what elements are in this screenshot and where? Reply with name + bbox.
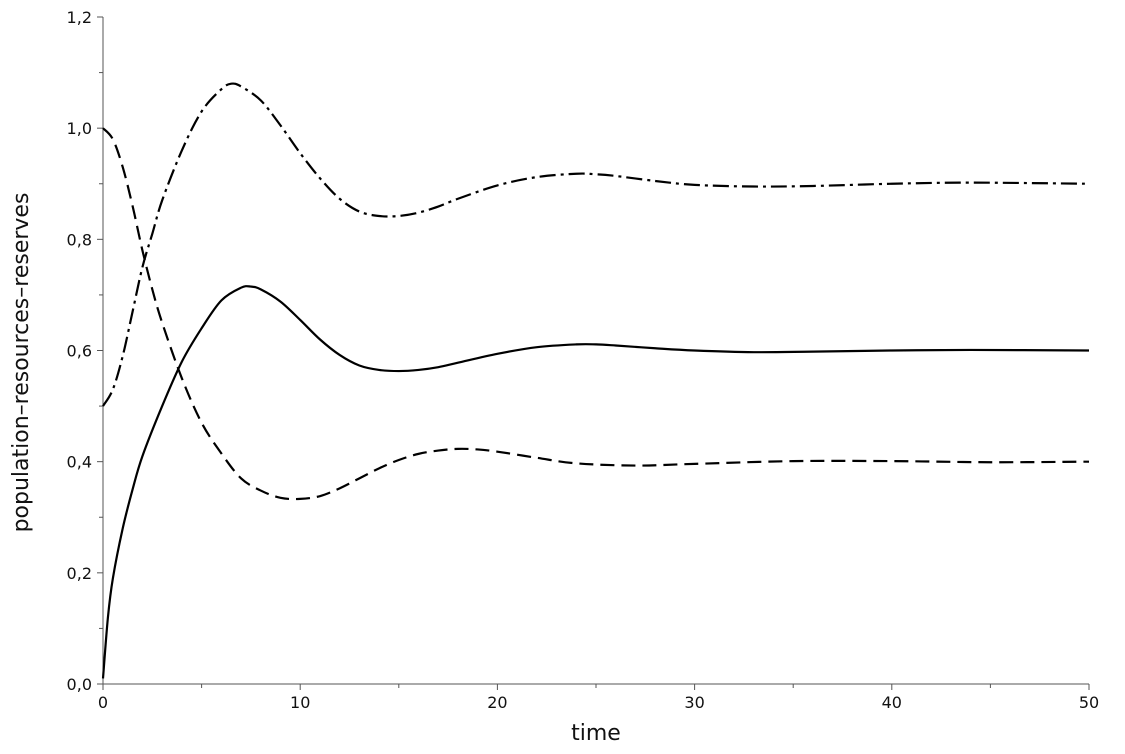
tick-marks [97,16,1090,690]
y-tick-label: 0,8 [67,230,92,249]
x-tick-label: 20 [487,693,507,712]
y-tick-label: 0,0 [67,675,92,694]
series-line-dashed [102,127,1090,501]
y-tick-label: 0,6 [67,342,92,361]
series-line-dashdot [102,82,1090,407]
x-tick-label: 30 [684,693,704,712]
y-tick-label: 1,0 [67,119,92,138]
series-line-solid [101,285,1090,679]
data-series [101,82,1090,679]
x-tick-label: 50 [1079,693,1099,712]
y-tick-label: 0,2 [67,564,92,583]
tick-labels: 0 10 20 30 40 50 0,0 0,2 0,4 0,6 0,8 1,0 1,2 [67,8,1100,712]
x-tick-label: 10 [290,693,310,712]
x-axis-title: time [571,721,621,746]
y-axis-title: population–resources–reserves [9,193,34,533]
x-tick-label: 40 [882,693,902,712]
x-tick-label: 0 [98,693,108,712]
y-tick-label: 0,4 [67,453,92,472]
y-tick-label: 1,2 [67,8,92,27]
